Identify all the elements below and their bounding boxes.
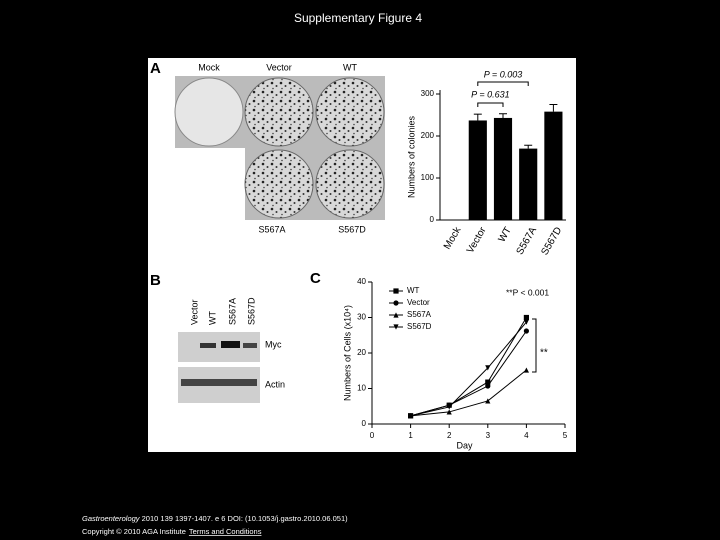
dish-label: S567D <box>338 224 366 234</box>
series-line <box>410 321 527 417</box>
dish-images <box>174 76 385 220</box>
data-point <box>485 383 491 389</box>
dish-label: WT <box>343 62 357 72</box>
data-point <box>485 365 491 371</box>
legend-label: WT <box>407 286 420 295</box>
data-point <box>523 328 530 334</box>
lane-label: S567D <box>246 297 256 325</box>
x-tick-label: 2 <box>447 431 452 440</box>
significance-bracket <box>477 102 504 107</box>
data-point <box>523 367 529 373</box>
y-tick-label: 100 <box>421 173 435 182</box>
panel-label: A <box>150 60 161 77</box>
data-point <box>446 404 452 410</box>
x-axis-label: Day <box>456 440 473 450</box>
annotation: P = 0.003 <box>484 69 522 79</box>
y-tick-label: 30 <box>357 313 366 322</box>
x-tick-label: 5 <box>563 431 568 440</box>
lane-label: S567A <box>227 298 237 325</box>
data-point <box>485 379 491 385</box>
bar <box>519 148 538 220</box>
copyright: Copyright © 2010 AGA Institute Terms and … <box>82 527 262 536</box>
western-blot <box>178 332 260 403</box>
lane-label: Vector <box>189 299 199 325</box>
bar <box>493 117 513 220</box>
annotation: **P < 0.001 <box>506 287 549 297</box>
y-tick-label: 0 <box>430 215 435 224</box>
citation-text: 2010 139 1397-1407. e 6 DOI: (10.1053/j.… <box>140 514 349 523</box>
series-line <box>410 369 527 417</box>
legend-marker <box>393 288 399 294</box>
y-tick-label: 200 <box>421 131 435 140</box>
series-line <box>410 330 527 417</box>
legend-marker <box>393 312 399 318</box>
bar <box>468 120 487 220</box>
journal: Gastroenterology <box>82 514 141 523</box>
data-point <box>408 413 414 419</box>
x-tick-label: 1 <box>408 431 413 440</box>
copyright-text: Copyright © 2010 AGA Institute <box>82 527 186 536</box>
dish-label: Vector <box>266 62 292 72</box>
citation: Gastroenterology 2010 139 1397-1407. e 6… <box>82 514 348 523</box>
annotation: ** <box>540 348 548 359</box>
terms-link[interactable]: Terms and Conditions <box>189 527 262 536</box>
significance-bracket <box>532 318 537 373</box>
band-label: Actin <box>265 379 285 389</box>
x-tick-label: 4 <box>524 431 529 440</box>
data-point <box>446 409 452 415</box>
x-tick-label: 3 <box>486 431 491 440</box>
annotation: P = 0.631 <box>471 89 509 99</box>
data-point <box>523 314 529 321</box>
data-point <box>523 319 529 325</box>
y-tick-label: 40 <box>357 277 366 286</box>
y-axis-label: Numbers of Cells (x10⁴) <box>342 305 352 401</box>
legend-marker <box>393 324 399 330</box>
lane-label: WT <box>207 311 217 325</box>
dish-label: S567A <box>258 224 285 234</box>
bar <box>544 111 563 220</box>
panel-label: C <box>310 270 321 287</box>
legend-label: Vector <box>407 298 430 307</box>
legend-label: S567A <box>407 310 432 319</box>
slide-title: Supplementary Figure 4 <box>294 11 422 25</box>
dish-label: Mock <box>198 62 220 72</box>
y-tick-label: 10 <box>357 384 366 393</box>
panel-label: B <box>150 272 161 289</box>
band-label: Myc <box>265 339 282 349</box>
y-axis-label: Numbers of colonies <box>406 115 416 198</box>
legend-marker <box>393 300 399 306</box>
y-tick-label: 0 <box>362 419 367 428</box>
y-tick-label: 20 <box>357 348 366 357</box>
legend-label: S567D <box>407 322 432 331</box>
data-point <box>485 398 491 404</box>
x-tick-label: 0 <box>370 431 375 440</box>
significance-bracket <box>477 81 529 86</box>
y-tick-label: 300 <box>421 89 435 98</box>
